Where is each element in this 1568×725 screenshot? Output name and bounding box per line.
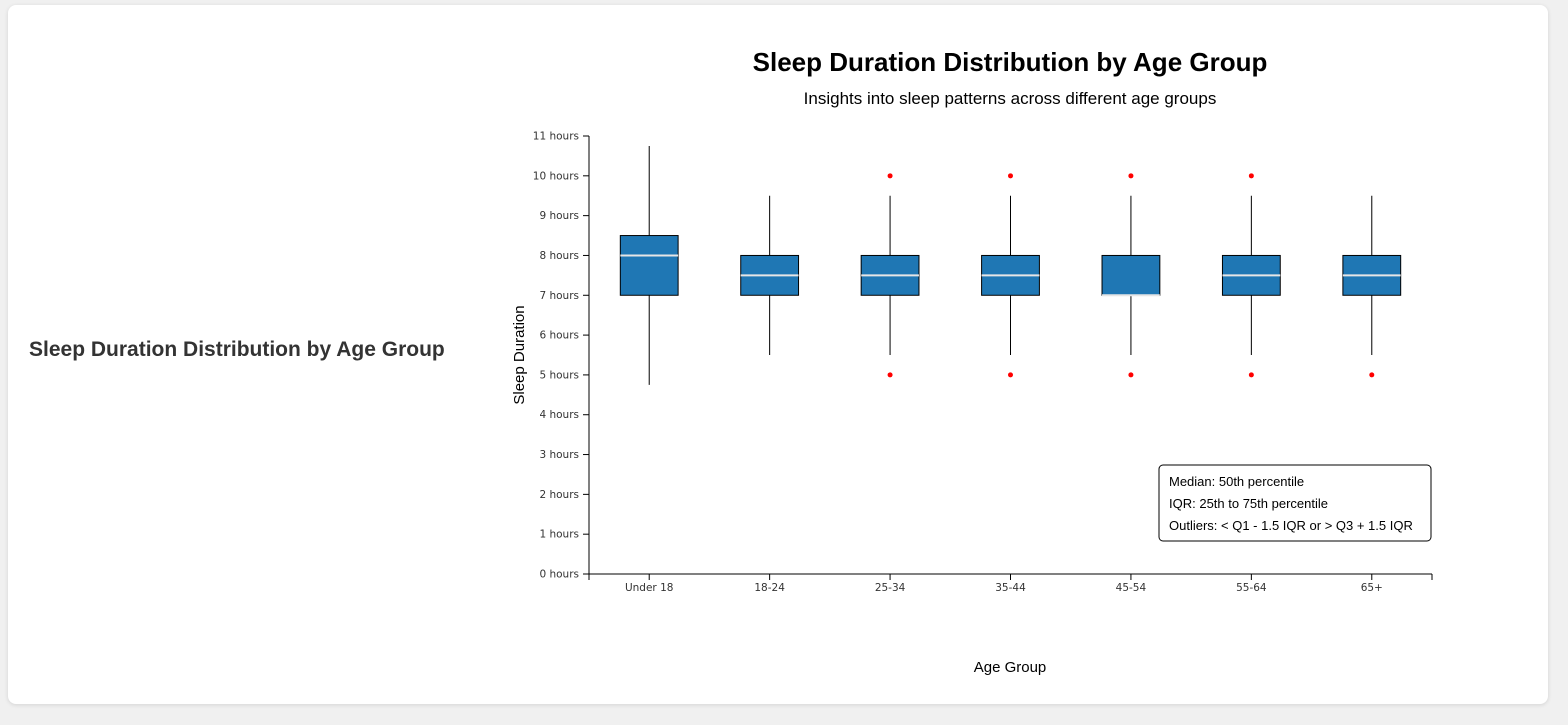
x-axis-label: Age Group: [974, 659, 1047, 676]
y-tick-label: 3 hours: [539, 449, 579, 461]
outlier-point: [887, 372, 893, 378]
outlier-point: [1128, 173, 1134, 179]
side-title: Sleep Duration Distribution by Age Group: [29, 338, 445, 361]
box-group: [860, 173, 920, 378]
x-tick-label: 65+: [1361, 582, 1383, 594]
box-group: [1342, 195, 1402, 378]
box: [1101, 254, 1161, 296]
axes: 0 hours 1 hours 2 hours 3 hours 4 hours 5 hou…: [533, 131, 1433, 594]
box: [619, 235, 679, 296]
y-tick-label: 9 hours: [539, 210, 579, 222]
outlier-point: [1369, 372, 1375, 378]
legend-box: [1158, 464, 1432, 542]
x-tick-label: 25-34: [875, 582, 906, 594]
y-tick-label: 6 hours: [539, 330, 579, 342]
box-group: [981, 173, 1040, 378]
y-tick-label: 10 hours: [533, 170, 579, 182]
y-tick-label: 8 hours: [539, 250, 579, 262]
outlier-point: [1008, 372, 1013, 378]
box-group: [1221, 173, 1281, 378]
chart-subtitle: Insights into sleep patterns across diff…: [804, 89, 1217, 108]
legend-line: Outliers: < Q1 - 1.5 IQR or > Q3 + 1.5 I…: [1169, 518, 1413, 533]
outlier-point: [887, 173, 893, 179]
outlier-point: [1128, 372, 1134, 378]
outlier-point: [1248, 173, 1254, 179]
x-tick-label: Under 18: [625, 582, 673, 594]
x-tick-label: 35-44: [995, 582, 1026, 594]
box-group: [740, 195, 800, 355]
y-tick-label: 0 hours: [539, 569, 579, 581]
y-tick-label: 5 hours: [539, 369, 579, 381]
legend: Median: 50th percentile IQR: 25th to 75th…: [1158, 464, 1432, 542]
chart-card: [8, 5, 1548, 704]
y-tick-label: 1 hours: [539, 529, 579, 541]
chart-title: Sleep Duration Distribution by Age Group: [753, 47, 1268, 77]
x-tick-label: 18-24: [754, 582, 785, 594]
outlier-point: [1248, 372, 1254, 378]
box-group: [619, 145, 679, 385]
y-axis-label: Sleep Duration: [511, 305, 528, 404]
x-tick-label: 55-64: [1236, 582, 1267, 594]
y-tick-label: 7 hours: [539, 290, 579, 302]
x-tick-label: 45-54: [1116, 582, 1147, 594]
y-tick-label: 2 hours: [539, 489, 579, 501]
legend-line: IQR: 25th to 75th percentile: [1169, 496, 1328, 511]
box-group: [1101, 173, 1161, 378]
y-tick-label: 11 hours: [533, 131, 579, 143]
boxes-layer: [619, 145, 1402, 385]
outlier-point: [1008, 173, 1013, 179]
y-tick-label: 4 hours: [539, 409, 579, 421]
legend-line: Median: 50th percentile: [1169, 474, 1304, 489]
